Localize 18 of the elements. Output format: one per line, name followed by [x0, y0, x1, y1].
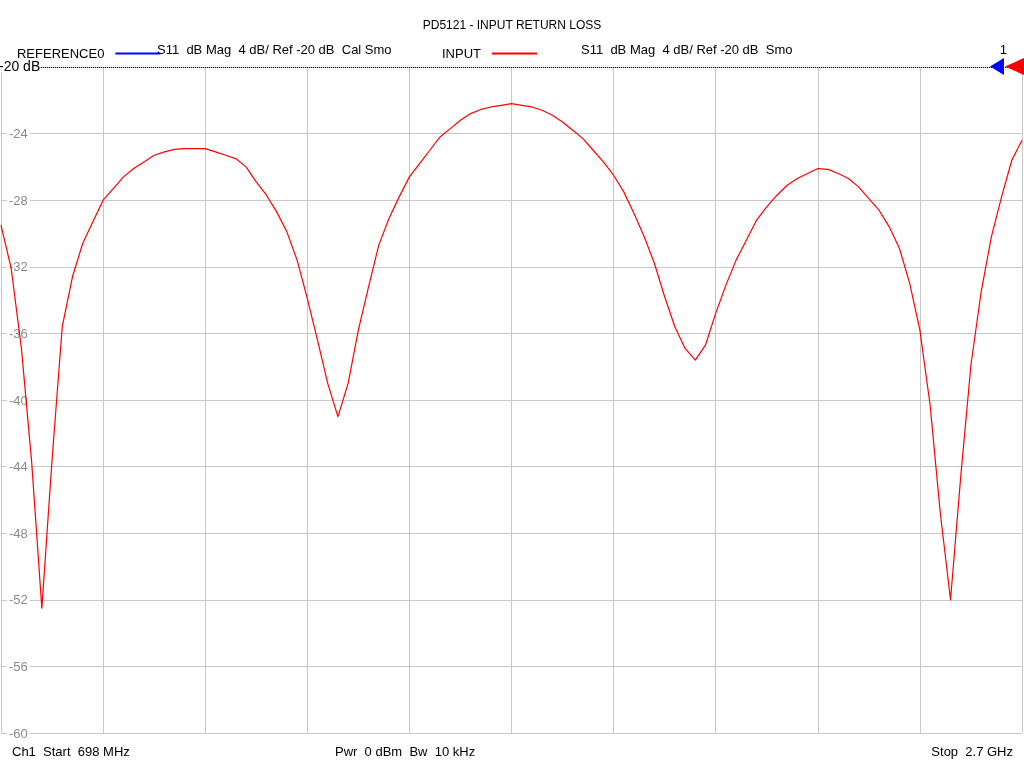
y-tick-label: -52: [9, 592, 28, 608]
text: Pwr 0 dBm Bw 10 kHz: [335, 744, 476, 759]
text: Ch1 Start 698 MHz: [12, 744, 130, 759]
chart-title: PD5121 - INPUT RETURN LOSS: [422, 18, 602, 32]
y-tick-label: -24: [9, 126, 28, 142]
line-series: [0, 103, 1023, 609]
y-tick-label: -60: [9, 725, 28, 741]
ref-line-label: -20 dB: [0, 58, 41, 74]
text: Stop 2.7 GHz: [931, 744, 1014, 759]
y-tick-label: -44: [9, 459, 28, 475]
text: 1: [999, 42, 1007, 57]
text: S11 dB Mag 4 dB/ Ref -20 dB Cal Smo: [157, 42, 392, 57]
y-tick-label: -56: [9, 658, 28, 674]
legend-label: INPUT: [442, 46, 482, 61]
legend-label: REFERENCE0: [16, 46, 105, 61]
y-tick-label: -48: [9, 525, 28, 541]
text: S11 dB Mag 4 dB/ Ref -20 dB Smo: [581, 42, 793, 57]
y-tick-label: -28: [9, 192, 28, 208]
